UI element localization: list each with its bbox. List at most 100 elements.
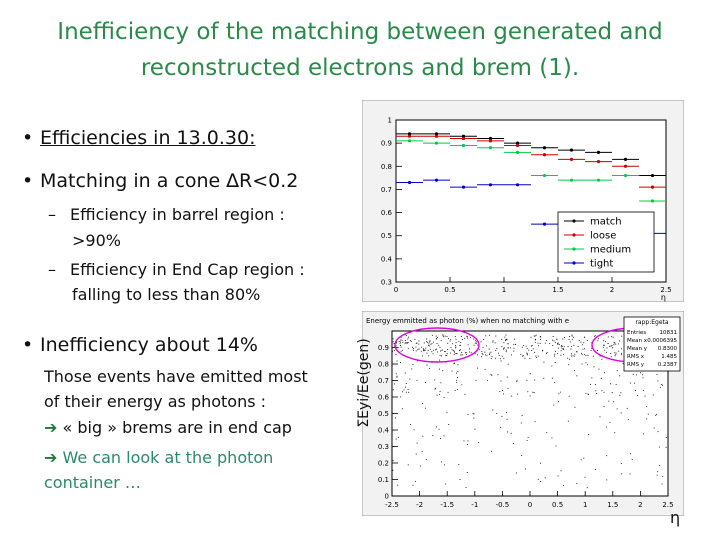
- scatter-point: [621, 352, 623, 354]
- scatter-point: [631, 459, 633, 460]
- scatter-point: [557, 343, 559, 345]
- point-loose: [542, 153, 547, 157]
- scatter-point: [635, 374, 637, 376]
- scatter-point: [435, 338, 437, 340]
- plot2-axes: -2.5 -2 -1.5 -1 -0.5 0 0.5 1 1.5 2 2.5 0 0.1 0.2 0.3 0.…: [378, 344, 674, 509]
- scatter-point: [561, 345, 563, 347]
- scatter-point: [466, 472, 468, 474]
- scatter-point: [611, 347, 613, 349]
- scatter-point: [552, 339, 553, 341]
- point-medium: [515, 150, 520, 154]
- scatter-point: [473, 417, 475, 419]
- scatter-point: [464, 352, 466, 354]
- scatter-point: [594, 384, 596, 386]
- scatter-point: [507, 347, 509, 349]
- scatter-point: [451, 370, 453, 372]
- scatter-point: [475, 342, 477, 344]
- scatter-point: [461, 339, 463, 341]
- scatter-point: [457, 377, 459, 379]
- point-tight: [488, 183, 493, 187]
- bullet-inefficiency-text: Inefficiency about 14%: [40, 334, 258, 356]
- scatter-point: [562, 338, 564, 340]
- scatter-point: [646, 418, 648, 420]
- scatter-point: [615, 354, 617, 356]
- scatter-point: [455, 342, 457, 344]
- scatter-point: [448, 424, 450, 425]
- scatter-point: [416, 342, 418, 344]
- scatter-point: [415, 346, 417, 348]
- scatter-point: [546, 339, 548, 341]
- scatter-point: [400, 346, 402, 348]
- scatter-point: [557, 343, 559, 345]
- scatter-point: [403, 389, 405, 391]
- y-tick-label: 0.3: [381, 279, 392, 287]
- scatter-point: [456, 379, 458, 381]
- point-tight: [434, 178, 439, 182]
- scatter-point: [580, 352, 582, 354]
- y-tick-label: 0.9: [381, 140, 392, 148]
- scatter-point: [396, 375, 398, 377]
- scatter-point: [441, 349, 443, 351]
- scatter-point: [621, 473, 623, 475]
- x-tick-label: 0: [394, 286, 398, 294]
- scatter-point: [535, 334, 537, 336]
- scatter-point: [489, 354, 490, 355]
- scatter-point: [452, 343, 454, 345]
- scatter-point: [393, 350, 395, 352]
- scatter-point: [414, 480, 416, 482]
- scatter-point: [620, 392, 622, 394]
- scatter-point: [576, 375, 578, 377]
- scatter-point: [560, 354, 562, 356]
- scatter-point: [543, 377, 545, 379]
- scatter-point: [397, 347, 399, 349]
- scatter-point: [436, 351, 438, 353]
- scatter-point: [436, 343, 438, 345]
- scatter-point: [546, 351, 548, 353]
- scatter-point: [516, 472, 518, 474]
- stats-key: Mean y: [627, 346, 648, 352]
- scatter-point: [441, 349, 443, 351]
- scatter-point: [534, 351, 536, 353]
- scatter-point: [436, 337, 438, 338]
- legend-marker-match: [572, 219, 576, 223]
- stats-key: RMS y: [627, 362, 645, 368]
- scatter-point: [438, 368, 440, 370]
- scatter-point: [473, 338, 475, 340]
- scatter-point: [481, 351, 483, 353]
- scatter-point: [431, 351, 433, 353]
- x-axis-label: η: [661, 293, 666, 302]
- scatter-point: [407, 342, 409, 343]
- para-line-4-text: We can look at the photon: [62, 448, 274, 467]
- scatter-point: [426, 364, 428, 366]
- scatter-point: [484, 351, 486, 353]
- scatter-point: [653, 427, 655, 429]
- scatter-point: [646, 406, 648, 408]
- scatter-point: [525, 345, 527, 347]
- scatter-point: [404, 342, 406, 344]
- scatter-point: [489, 352, 491, 354]
- scatter-point: [513, 344, 515, 346]
- scatter-point: [642, 374, 644, 376]
- scatter-point: [614, 342, 616, 344]
- scatter-point: [456, 381, 458, 383]
- scatter-point: [555, 445, 557, 447]
- scatter-point: [484, 368, 486, 370]
- scatter-point: [399, 341, 401, 343]
- scatter-point: [503, 347, 505, 349]
- scatter-point: [392, 338, 394, 340]
- scatter-point: [586, 340, 588, 342]
- scatter-point: [576, 483, 578, 485]
- scatter-point: [568, 364, 570, 366]
- scatter-point: [506, 418, 508, 420]
- scatter-point: [540, 481, 541, 483]
- scatter-point: [392, 341, 394, 343]
- scatter-point: [574, 370, 575, 372]
- scatter-point: [635, 390, 637, 391]
- scatter-point: [480, 341, 482, 343]
- scatter-point: [428, 367, 430, 369]
- scatter-point: [554, 342, 556, 344]
- scatter-point: [416, 380, 418, 381]
- scatter-point: [396, 376, 398, 378]
- scatter-point: [501, 339, 503, 341]
- scatter-point: [583, 342, 585, 344]
